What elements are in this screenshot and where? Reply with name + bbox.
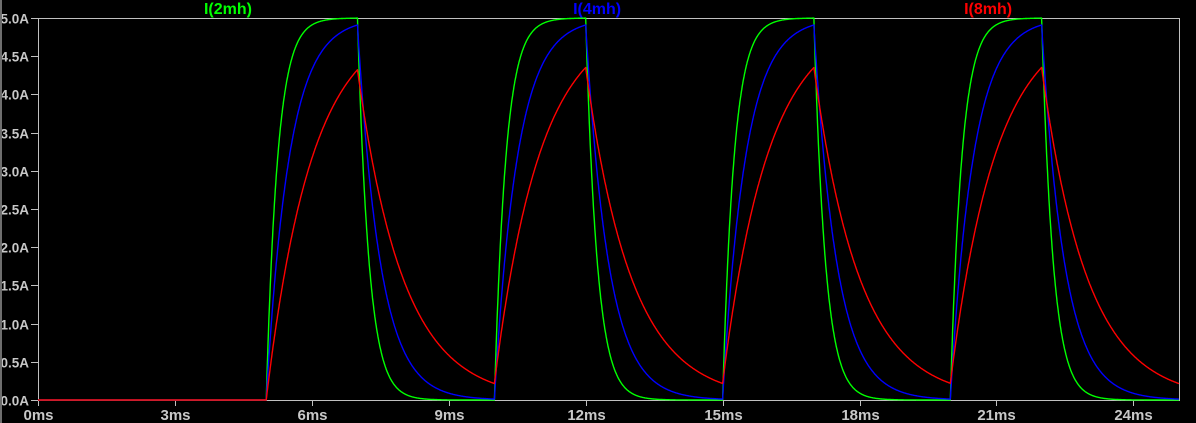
- plot-frame: [38, 18, 1180, 401]
- x-tick-label: 0ms: [23, 407, 53, 423]
- trace-i2mh: [37, 17, 1180, 401]
- y-tick-label: 1.5A: [0, 279, 29, 294]
- y-tick-label: 1.0A: [0, 318, 29, 333]
- y-tick-label: 0.0A: [0, 394, 29, 409]
- x-tick-label: 21ms: [977, 407, 1015, 423]
- x-tick-label: 24ms: [1114, 407, 1152, 423]
- trace-label-i2mh[interactable]: I(2mh): [203, 1, 252, 18]
- y-tick-label: 2.5A: [0, 203, 29, 218]
- x-tick-label: 3ms: [160, 407, 190, 423]
- trace-i8mh: [37, 66, 1180, 401]
- y-tick-label: 3.5A: [0, 127, 29, 142]
- y-tick-label: 4.5A: [0, 50, 29, 65]
- trace-i4mh: [37, 24, 1180, 401]
- trace-label-i4mh[interactable]: I(4mh): [573, 1, 622, 18]
- y-tick-label: 2.0A: [0, 241, 29, 256]
- y-tick-label: 5.0A: [0, 12, 29, 27]
- window-left-border: [0, 0, 2, 423]
- x-tick-label: 12ms: [567, 407, 605, 423]
- x-tick-label: 15ms: [704, 407, 742, 423]
- y-tick-label: 4.0A: [0, 88, 29, 103]
- x-tick-label: 18ms: [841, 407, 879, 423]
- y-tick-label: 0.5A: [0, 356, 29, 371]
- x-tick-label: 9ms: [434, 407, 464, 423]
- y-tick-label: 3.0A: [0, 165, 29, 180]
- x-tick-label: 6ms: [297, 407, 327, 423]
- trace-label-i8mh[interactable]: I(8mh): [964, 1, 1013, 18]
